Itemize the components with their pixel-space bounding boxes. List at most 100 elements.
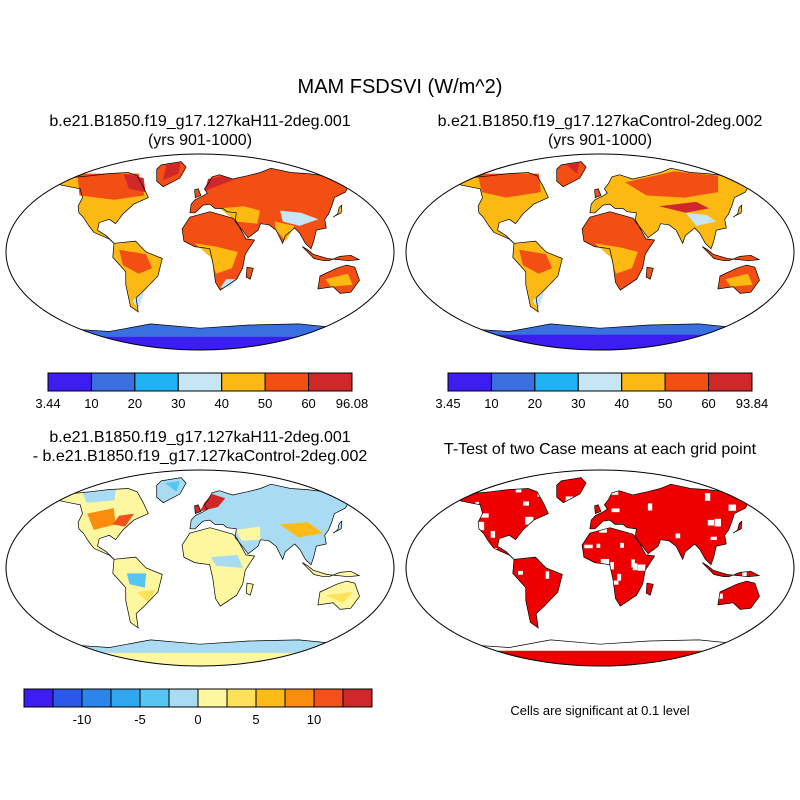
nonsignificant-cell [491,548,497,552]
coastline [645,266,654,280]
colorbar-box [47,372,92,392]
nonsignificant-cell [480,513,489,518]
coastline [245,582,254,596]
map-field-region [136,589,156,603]
colorbar-label: 10 [307,712,321,727]
map-field-region [81,652,319,666]
colorbar-box [226,688,257,708]
colorbar-box [197,688,228,708]
nonsignificant-cell [576,529,586,537]
nonsignificant-cell [586,596,593,602]
colorbar-box [313,688,344,708]
colorbar-box [134,372,179,392]
colorbar-label: 30 [571,396,585,411]
nonsignificant-cell [658,551,668,559]
map-border [405,469,795,667]
map-field-region [594,243,638,274]
nonsignificant-cell [611,508,620,513]
coastline [594,504,602,515]
coastline [732,204,743,218]
coastline [512,556,563,629]
nonsignificant-cell [707,519,714,526]
colorbar-box [342,688,373,708]
nonsignificant-cell [520,540,525,548]
coastline [458,323,743,350]
coastline [556,477,587,504]
nonsignificant-cell [704,493,711,501]
map-field-region [204,175,233,191]
map-field-region [556,477,587,503]
nonsignificant-cell [537,492,541,497]
map-field-region [470,650,730,666]
coastline [194,188,202,199]
map-field-region [333,521,342,534]
map-border [5,469,395,667]
panel-4-title: T-Test of two Case means at each grid po… [400,440,800,459]
panel-2-title-line2: (yrs 901-1000) [547,132,653,149]
colorbar-box [23,688,54,708]
coastline [512,240,563,313]
map-field-region [246,583,254,596]
map-field-region [470,334,730,350]
map-field-region [280,210,319,226]
map-field-region [246,267,254,280]
nonsignificant-cell [507,548,514,553]
coastline [181,527,256,607]
coastline [58,639,343,666]
map-field-region [532,291,545,309]
colorbar-label: 40 [614,396,628,411]
nonsignificant-cell [728,504,737,511]
nonsignificant-cell [766,549,770,555]
colorbar-box [577,372,623,392]
nonsignificant-cell [475,501,479,506]
nonsignificant-cell [629,530,636,535]
map-field-region [646,267,654,280]
nonsignificant-cell [617,573,622,581]
nonsignificant-cell [418,553,425,557]
map-field-region [274,221,295,242]
panel-3-title: b.e21.B1850.f19_g17.127kaH11-2deg.001 - … [0,428,400,466]
colorbar-box [52,688,83,708]
nonsignificant-cell [485,577,489,584]
map-field-region [87,508,116,530]
map-field-region [594,504,601,514]
map-field-region [235,526,261,541]
panel-2-title-line1: b.e21.B1850.f19_g17.127kaControl-2deg.00… [437,113,763,130]
colorbar-label: 20 [128,396,142,411]
map-field-region [302,246,360,261]
nonsignificant-cell [613,580,619,585]
nonsignificant-cell [599,525,607,533]
coastline [112,556,163,629]
nonsignificant-cell [440,570,445,576]
map-field-region [512,557,563,628]
nonsignificant-cell [477,522,485,531]
colorbar-box [621,372,666,392]
map-panel-ttest [405,469,795,667]
colorbar-box [308,372,353,392]
colorbar-box [284,688,315,708]
coastline [181,211,256,291]
nonsignificant-cell [545,571,550,579]
map-field-region [210,554,244,568]
colorbar-box [264,372,310,392]
colorbar-label: 60 [701,396,715,411]
nonsignificant-cell [514,586,523,590]
nonsignificant-cell [431,596,439,604]
map-field-region [82,489,116,503]
nonsignificant-cell [525,516,534,525]
nonsignificant-cell [640,566,644,571]
coastline [457,488,549,560]
nonsignificant-cell [596,543,601,548]
coastline [732,520,743,534]
nonsignificant-cell [490,531,496,538]
nonsignificant-cell [611,487,619,495]
coastline [594,188,602,199]
nonsignificant-cell [591,562,596,570]
map-field-region [194,504,201,514]
nonsignificant-cell [583,520,589,529]
colorbar-box [81,688,112,708]
map-field-region [458,488,549,560]
nonsignificant-cell [490,616,499,625]
panel-1-title-line1: b.e21.B1850.f19_g17.127kaH11-2deg.001 [49,113,351,130]
coastline [702,562,761,578]
